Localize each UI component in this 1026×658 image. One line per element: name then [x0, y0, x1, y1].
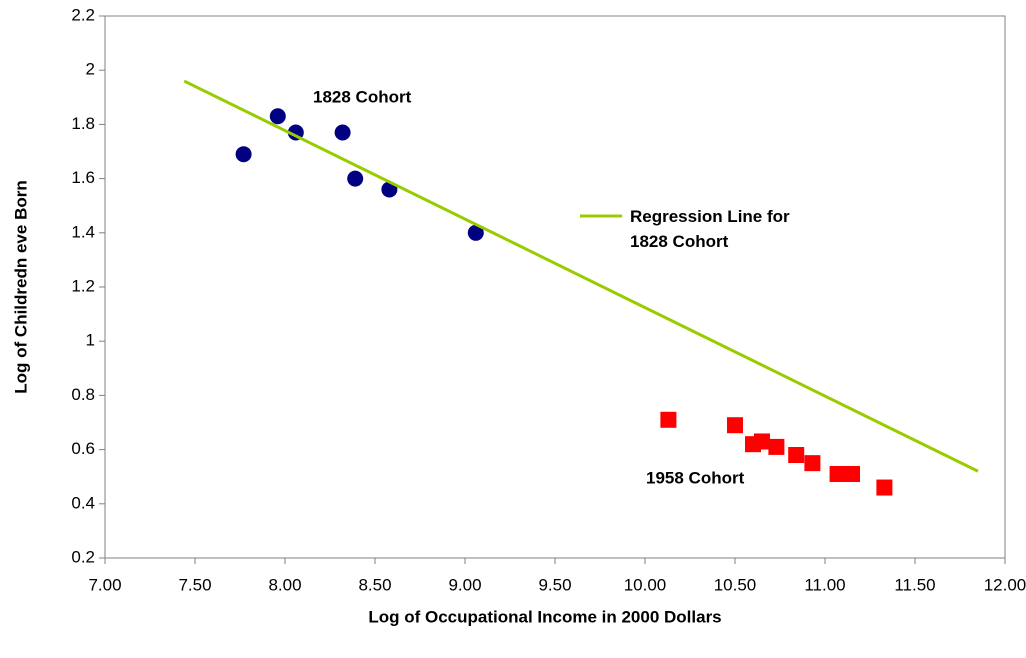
y-tick-label: 1.8 — [71, 114, 95, 133]
data-point — [754, 433, 770, 450]
data-point — [235, 146, 252, 163]
y-tick-label: 0.6 — [71, 439, 95, 458]
y-tick-label: 2.2 — [71, 5, 95, 24]
y-tick-label: 1.4 — [71, 222, 95, 241]
y-axis-title: Log of Childredn eve Born — [11, 180, 30, 393]
data-point — [876, 479, 893, 496]
x-tick-label: 10.50 — [714, 575, 757, 594]
x-tick-label: 11.00 — [804, 575, 845, 594]
x-tick-label: 7.50 — [178, 575, 211, 594]
x-axis-title: Log of Occupational Income in 2000 Dolla… — [368, 607, 721, 626]
y-tick-label: 1 — [86, 331, 95, 350]
x-tick-label: 11.50 — [894, 575, 935, 594]
series-label: 1828 Cohort — [313, 87, 412, 106]
x-tick-label: 12.00 — [984, 575, 1026, 594]
data-point — [334, 124, 351, 141]
plot-frame — [104, 15, 1006, 559]
regression-line — [183, 79, 979, 473]
y-tick-label: 0.2 — [71, 547, 95, 566]
x-tick-label: 9.00 — [448, 575, 481, 594]
data-point — [788, 447, 805, 464]
data-point — [768, 438, 785, 455]
x-tick-label: 8.50 — [358, 575, 391, 594]
x-tick-label: 7.00 — [88, 575, 121, 594]
data-point — [844, 465, 860, 482]
y-tick-label: 1.2 — [71, 276, 95, 295]
y-tick-label: 1.6 — [71, 168, 95, 187]
data-point — [347, 170, 364, 187]
data-point — [269, 108, 286, 125]
y-tick-label: 0.8 — [71, 385, 95, 404]
data-point — [660, 411, 677, 428]
data-point — [727, 417, 743, 434]
series-label: 1958 Cohort — [646, 468, 745, 487]
data-point — [467, 224, 484, 241]
data-point — [829, 465, 846, 482]
x-tick-label: 8.00 — [268, 575, 301, 594]
y-tick-label: 0.4 — [71, 493, 95, 512]
data-point — [804, 455, 821, 472]
x-tick-label: 10.00 — [624, 575, 667, 594]
legend-label: Regression Line for 1828 Cohort — [630, 207, 790, 251]
y-tick-label: 2 — [86, 60, 95, 79]
x-tick-label: 9.50 — [538, 575, 571, 594]
